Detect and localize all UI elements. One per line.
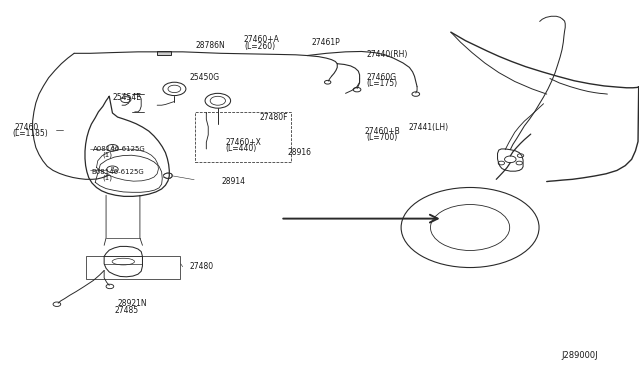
Text: 27480F: 27480F	[259, 113, 288, 122]
Text: 28921N: 28921N	[118, 299, 147, 308]
Text: 27460+A: 27460+A	[243, 35, 279, 44]
Text: J289000J: J289000J	[561, 351, 598, 360]
Text: 28914: 28914	[221, 177, 245, 186]
Text: 25454E: 25454E	[113, 93, 141, 102]
Text: (L=440): (L=440)	[225, 144, 257, 153]
Text: (1): (1)	[103, 175, 113, 182]
Text: 27480: 27480	[189, 262, 213, 271]
Text: B08146-6125G: B08146-6125G	[92, 169, 144, 175]
Text: (L=700): (L=700)	[366, 133, 397, 142]
Text: 27461P: 27461P	[311, 38, 340, 47]
Text: (L=1185): (L=1185)	[12, 129, 48, 138]
Text: 27441(LH): 27441(LH)	[408, 122, 448, 132]
Text: (1): (1)	[103, 152, 113, 158]
Text: 27440(RH): 27440(RH)	[367, 50, 408, 59]
Text: 27485: 27485	[115, 307, 138, 315]
Text: (L=260): (L=260)	[244, 42, 276, 51]
Text: 27460+B: 27460+B	[365, 127, 401, 136]
Text: 27460G: 27460G	[367, 73, 397, 82]
Text: 28916: 28916	[287, 148, 312, 157]
Text: 28786N: 28786N	[195, 41, 225, 50]
Text: 25450G: 25450G	[189, 73, 220, 82]
Text: A08146-6125G: A08146-6125G	[93, 146, 145, 152]
Text: 27460: 27460	[15, 123, 39, 132]
Text: 27460+X: 27460+X	[225, 138, 261, 147]
Text: A: A	[111, 145, 115, 150]
Text: B: B	[111, 167, 115, 172]
Text: (L=175): (L=175)	[367, 79, 397, 88]
FancyBboxPatch shape	[157, 51, 172, 55]
